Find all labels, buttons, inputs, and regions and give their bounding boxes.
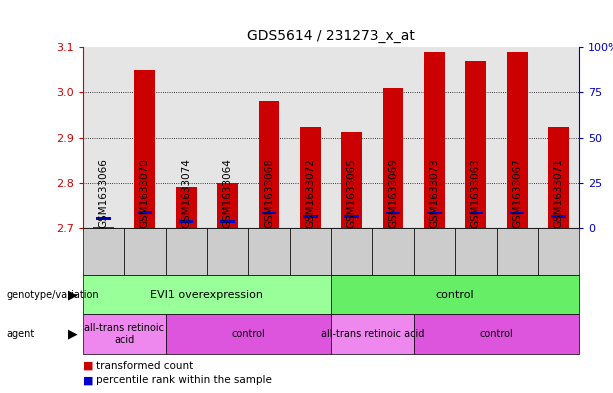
Bar <box>96 217 111 220</box>
Bar <box>93 227 114 228</box>
Title: GDS5614 / 231273_x_at: GDS5614 / 231273_x_at <box>247 29 415 43</box>
Bar <box>424 52 445 228</box>
Bar <box>341 132 362 228</box>
Text: ▶: ▶ <box>67 327 77 341</box>
Bar <box>289 47 331 228</box>
Bar <box>166 228 207 275</box>
Text: control: control <box>479 329 514 339</box>
Text: GSM1633069: GSM1633069 <box>388 158 398 228</box>
Bar <box>427 212 442 215</box>
Bar <box>507 52 528 228</box>
Bar <box>83 47 124 228</box>
Bar <box>124 228 166 275</box>
Text: GSM1633073: GSM1633073 <box>430 158 440 228</box>
Text: GSM1633072: GSM1633072 <box>305 158 315 228</box>
Bar <box>137 211 152 214</box>
Bar <box>414 47 455 228</box>
Text: ■: ■ <box>83 361 93 371</box>
Text: control: control <box>231 329 265 339</box>
Text: agent: agent <box>6 329 34 339</box>
Bar <box>548 127 569 228</box>
Bar <box>331 47 373 228</box>
Text: control: control <box>436 290 474 300</box>
Bar <box>468 212 483 215</box>
Text: GSM1633067: GSM1633067 <box>512 158 522 228</box>
Bar <box>455 47 497 228</box>
Bar <box>331 228 373 275</box>
Bar <box>465 61 486 228</box>
Text: percentile rank within the sample: percentile rank within the sample <box>96 375 272 385</box>
Text: GSM1633074: GSM1633074 <box>181 158 191 228</box>
Bar <box>248 228 289 275</box>
Bar <box>497 228 538 275</box>
Bar <box>510 212 525 215</box>
Text: all-trans retinoic
acid: all-trans retinoic acid <box>84 323 164 345</box>
Text: ▶: ▶ <box>67 288 77 301</box>
Bar <box>207 228 248 275</box>
Bar <box>551 215 566 218</box>
Bar <box>176 187 197 228</box>
Text: genotype/variation: genotype/variation <box>6 290 99 300</box>
Bar <box>262 212 276 215</box>
Bar <box>83 228 124 275</box>
Bar <box>207 47 248 228</box>
Bar <box>248 47 289 228</box>
Bar <box>497 47 538 228</box>
Bar <box>373 47 414 228</box>
Text: GSM1633065: GSM1633065 <box>347 158 357 228</box>
Bar <box>386 212 400 215</box>
Bar <box>303 215 318 218</box>
Bar <box>217 183 238 228</box>
Text: GSM1633068: GSM1633068 <box>264 158 274 228</box>
Text: GSM1633070: GSM1633070 <box>140 158 150 228</box>
Text: GSM1633063: GSM1633063 <box>471 158 481 228</box>
Bar <box>455 228 497 275</box>
Text: transformed count: transformed count <box>96 361 194 371</box>
Text: EVI1 overexpression: EVI1 overexpression <box>150 290 264 300</box>
Bar <box>179 220 194 222</box>
Bar <box>414 228 455 275</box>
Bar <box>134 70 155 228</box>
Text: ■: ■ <box>83 375 93 385</box>
Bar <box>259 101 280 228</box>
Text: GSM1633066: GSM1633066 <box>99 158 109 228</box>
Bar <box>538 228 579 275</box>
Bar <box>124 47 166 228</box>
Bar <box>166 47 207 228</box>
Text: GSM1633071: GSM1633071 <box>554 158 563 228</box>
Bar <box>373 228 414 275</box>
Bar <box>345 215 359 218</box>
Text: GSM1633064: GSM1633064 <box>223 158 232 228</box>
Text: all-trans retinoic acid: all-trans retinoic acid <box>321 329 424 339</box>
Bar <box>538 47 579 228</box>
Bar <box>300 127 321 228</box>
Bar <box>289 228 331 275</box>
Bar <box>383 88 403 228</box>
Bar <box>220 220 235 222</box>
